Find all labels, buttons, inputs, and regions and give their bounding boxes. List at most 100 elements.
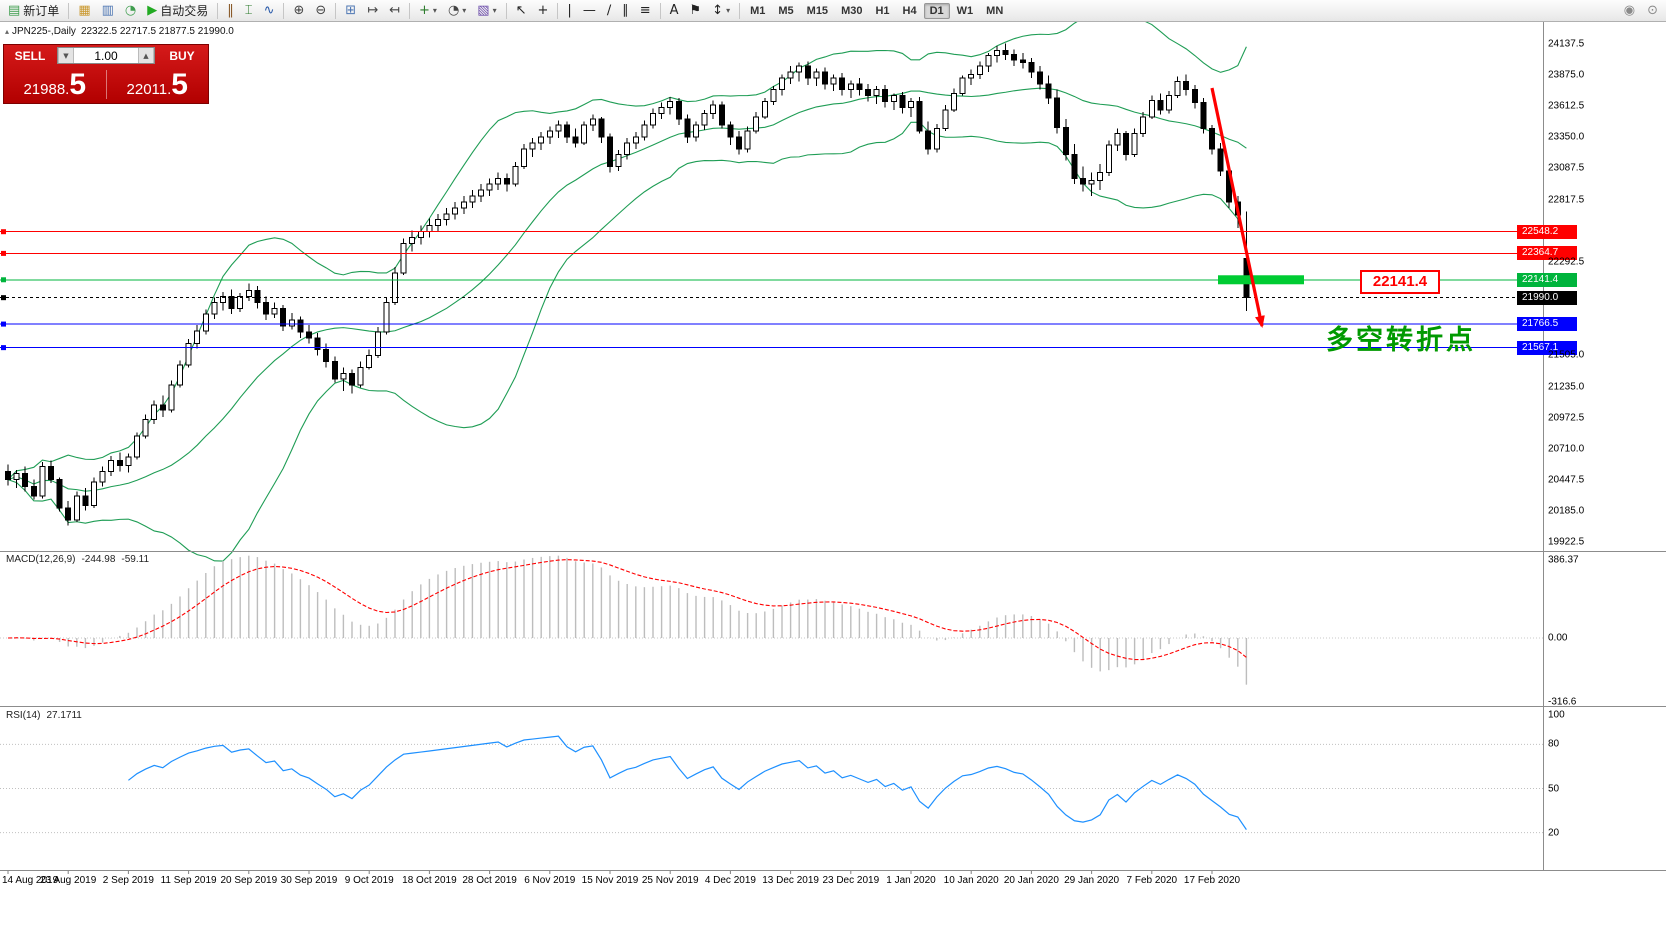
periods-icon: ◔ bbox=[447, 2, 460, 18]
zoom-out-icon: ⊖ bbox=[315, 2, 327, 18]
toolbar-separator bbox=[659, 2, 661, 19]
community-icon: ◉ bbox=[1623, 2, 1636, 18]
one-click-trading-panel: SELL ▼ 1.00 ▲ BUY 21988. 5 22011. 5 bbox=[3, 44, 209, 104]
timeframe-h4-button[interactable]: H4 bbox=[902, 4, 917, 17]
channel-icon: ∥ bbox=[622, 2, 629, 18]
new-order-button-label: 新订单 bbox=[23, 4, 60, 18]
timeframe-d1-button[interactable]: D1 bbox=[923, 2, 950, 19]
bar-chart-icon[interactable]: ‖ bbox=[222, 1, 239, 21]
chart-shift-icon: ↤ bbox=[389, 2, 401, 18]
lot-size-input[interactable]: 1.00 bbox=[94, 48, 118, 63]
zoom-in-icon[interactable]: ⊕ bbox=[288, 1, 309, 21]
sell-price-button[interactable]: 21988. 5 bbox=[4, 69, 106, 100]
candlestick-icon: ⌶ bbox=[244, 2, 253, 18]
dropdown-caret-icon: ▾ bbox=[462, 6, 467, 15]
zoom-in-icon: ⊕ bbox=[293, 2, 305, 18]
auto-scroll-icon: ↦ bbox=[367, 2, 379, 18]
trendline-icon: ∕ bbox=[606, 2, 612, 18]
templates-icon[interactable]: ▧ ▾ bbox=[472, 1, 501, 21]
dropdown-caret-icon: ▾ bbox=[432, 6, 437, 15]
timeframe-m15-button[interactable]: M15 bbox=[806, 4, 829, 17]
sell-price-main: 21988. bbox=[23, 80, 70, 98]
auto-scroll-icon[interactable]: ↦ bbox=[362, 1, 383, 21]
time-axis[interactable] bbox=[0, 870, 1666, 892]
timeframe-m30-button[interactable]: M30 bbox=[841, 4, 863, 17]
new-order-button[interactable]: ▤ 新订单 bbox=[3, 1, 64, 21]
data-window-icon[interactable]: ◔ bbox=[120, 1, 141, 21]
toolbar: ▤ 新订单 ▦ ▥ ◔ ▶ 自动交易 ‖ ⌶ ∿ ⊕ ⊖ ⊞ ↦ ↤ + ▾ ◔ ▾ ▧ ▾ ↖ + | — ∕ ∥ ≡ A ⚑ ↕ ▾ M1 M… bbox=[0, 0, 1666, 22]
panel-separator[interactable] bbox=[0, 551, 1666, 552]
indicators-icon: + bbox=[419, 2, 430, 18]
trendline-icon[interactable]: ∕ bbox=[602, 1, 616, 21]
market-watch-icon[interactable]: ▥ bbox=[97, 1, 119, 21]
periods-icon[interactable]: ◔ ▾ bbox=[443, 1, 471, 21]
fibonacci-icon: ≡ bbox=[639, 2, 651, 18]
horizontal-line-icon: — bbox=[582, 2, 596, 18]
panel-separator[interactable] bbox=[0, 870, 1666, 871]
vertical-line-icon: | bbox=[567, 2, 572, 18]
toolbar-separator bbox=[505, 2, 507, 19]
arrows-icon: ↕ bbox=[712, 2, 724, 18]
macd-axis[interactable] bbox=[1543, 552, 1666, 706]
text-icon: A bbox=[669, 2, 679, 18]
rsi-axis[interactable] bbox=[1543, 707, 1666, 870]
lot-increase-button[interactable]: ▲ bbox=[138, 48, 154, 63]
chart-title: ▴ JPN225-,Daily 22322.5 22717.5 21877.5 21… bbox=[5, 26, 234, 37]
arrows-icon[interactable]: ↕ ▾ bbox=[707, 1, 735, 21]
price-level-tag: 21990.0 bbox=[1517, 290, 1577, 305]
cursor-icon[interactable]: ↖ bbox=[511, 1, 532, 21]
collapse-chart-icon[interactable]: ▴ bbox=[5, 27, 10, 36]
market-watch-icon: ▥ bbox=[101, 2, 114, 18]
text-icon[interactable]: A bbox=[665, 1, 684, 21]
timeframe-m5-button[interactable]: M5 bbox=[778, 4, 794, 17]
autotrading-button[interactable]: ▶ 自动交易 bbox=[142, 1, 213, 21]
charts-grid-icon[interactable]: ▦ bbox=[73, 1, 95, 21]
toolbar-separator bbox=[217, 2, 219, 19]
timeframe-w1-button[interactable]: W1 bbox=[956, 4, 974, 17]
cursor-icon: ↖ bbox=[515, 2, 527, 18]
lot-decrease-button[interactable]: ▼ bbox=[58, 48, 74, 63]
dropdown-caret-icon: ▾ bbox=[492, 6, 497, 15]
templates-icon: ▧ bbox=[477, 2, 490, 18]
ohlc-values: 22322.5 22717.5 21877.5 21990.0 bbox=[80, 26, 234, 37]
tile-windows-icon[interactable]: ⊞ bbox=[340, 1, 361, 21]
price-divider bbox=[105, 70, 107, 99]
indicators-icon[interactable]: + ▾ bbox=[414, 1, 442, 21]
buy-price-button[interactable]: 22011. 5 bbox=[107, 69, 209, 100]
horizontal-line-icon[interactable]: — bbox=[578, 1, 601, 21]
toolbar-separator bbox=[739, 2, 741, 19]
fibonacci-icon[interactable]: ≡ bbox=[635, 1, 656, 21]
tile-windows-icon: ⊞ bbox=[345, 2, 357, 18]
sell-button[interactable]: SELL bbox=[14, 48, 46, 63]
autotrading-icon: ▶ bbox=[147, 2, 158, 18]
dropdown-caret-icon: ▾ bbox=[726, 6, 731, 15]
price-level-tag: 21766.5 bbox=[1517, 317, 1577, 332]
timeframe-mn-button[interactable]: MN bbox=[986, 4, 1004, 17]
community-icon[interactable]: ◉ bbox=[1619, 1, 1640, 21]
price-level-tag: 22548.2 bbox=[1517, 224, 1577, 239]
zoom-out-icon[interactable]: ⊖ bbox=[310, 1, 331, 21]
new-order-icon: ▤ bbox=[8, 2, 21, 18]
buy-button[interactable]: BUY bbox=[169, 48, 195, 63]
charts-grid-icon: ▦ bbox=[78, 2, 91, 18]
price-callout-label[interactable]: 22141.4 bbox=[1360, 270, 1440, 294]
toolbar-separator bbox=[283, 2, 285, 19]
candlestick-icon[interactable]: ⌶ bbox=[240, 1, 258, 21]
search-icon[interactable]: ⊙ bbox=[1642, 1, 1663, 21]
data-window-icon: ◔ bbox=[124, 2, 137, 18]
timeframe-m1-button[interactable]: M1 bbox=[750, 4, 766, 17]
chart-shift-icon[interactable]: ↤ bbox=[384, 1, 405, 21]
line-chart-icon[interactable]: ∿ bbox=[259, 1, 280, 21]
channel-icon[interactable]: ∥ bbox=[617, 1, 634, 21]
vertical-line-icon[interactable]: | bbox=[562, 1, 576, 21]
price-level-tag: 21567.1 bbox=[1517, 340, 1577, 355]
timeframe-h1-button[interactable]: H1 bbox=[875, 4, 890, 17]
symbol-period-label: JPN225-,Daily bbox=[12, 26, 76, 37]
price-level-tag: 22141.4 bbox=[1517, 272, 1577, 287]
line-chart-icon: ∿ bbox=[263, 2, 275, 18]
toolbar-separator bbox=[409, 2, 411, 19]
label-icon[interactable]: ⚑ bbox=[685, 1, 707, 21]
panel-separator[interactable] bbox=[0, 706, 1666, 707]
crosshair-icon[interactable]: + bbox=[533, 1, 554, 21]
